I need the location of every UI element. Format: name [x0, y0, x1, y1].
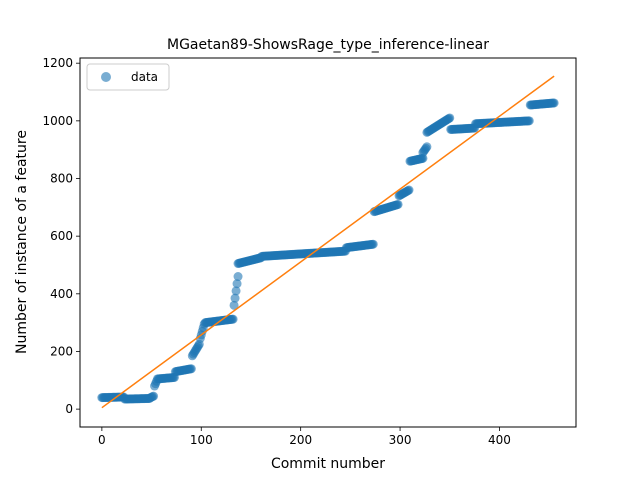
- chart-title: MGaetan89-ShowsRage_type_inference-linea…: [167, 37, 489, 53]
- x-tick-label: 100: [190, 433, 213, 447]
- data-point: [231, 286, 241, 296]
- x-tick-label: 0: [98, 433, 106, 447]
- x-tick-label: 400: [488, 433, 511, 447]
- fit-line: [101, 75, 555, 409]
- data-point: [422, 142, 432, 152]
- y-tick-label: 1000: [42, 114, 73, 128]
- data-point: [149, 391, 159, 401]
- x-axis: 0 100 200 300 400: [98, 427, 511, 447]
- data-point: [186, 364, 196, 374]
- y-tick-label: 800: [50, 172, 73, 186]
- y-axis: 0 200 400 600 800 1000 1200: [42, 56, 80, 416]
- data-point: [445, 113, 455, 123]
- y-axis-label: Number of instance of a feature: [14, 130, 30, 354]
- y-tick-label: 1200: [42, 56, 73, 70]
- legend-box: [86, 63, 170, 91]
- legend: data: [86, 63, 170, 91]
- data-point: [524, 116, 534, 126]
- x-axis-label: Commit number: [271, 456, 385, 472]
- data-point: [549, 98, 559, 108]
- data-point: [230, 293, 240, 303]
- y-tick-label: 400: [50, 287, 73, 301]
- data-point: [233, 272, 243, 282]
- data-point: [393, 199, 403, 209]
- legend-label-data: data: [131, 70, 158, 84]
- y-tick-label: 0: [65, 402, 73, 416]
- data-point: [228, 314, 238, 324]
- legend-marker-data: [101, 72, 111, 82]
- data-point: [368, 239, 378, 249]
- data-point: [229, 300, 239, 310]
- data-point: [232, 279, 242, 289]
- x-tick-label: 300: [389, 433, 412, 447]
- plot-area: [97, 75, 559, 409]
- y-tick-label: 600: [50, 229, 73, 243]
- axes-frame: [79, 57, 577, 428]
- data-point: [404, 185, 414, 195]
- x-tick-label: 200: [289, 433, 312, 447]
- y-tick-label: 200: [50, 344, 73, 358]
